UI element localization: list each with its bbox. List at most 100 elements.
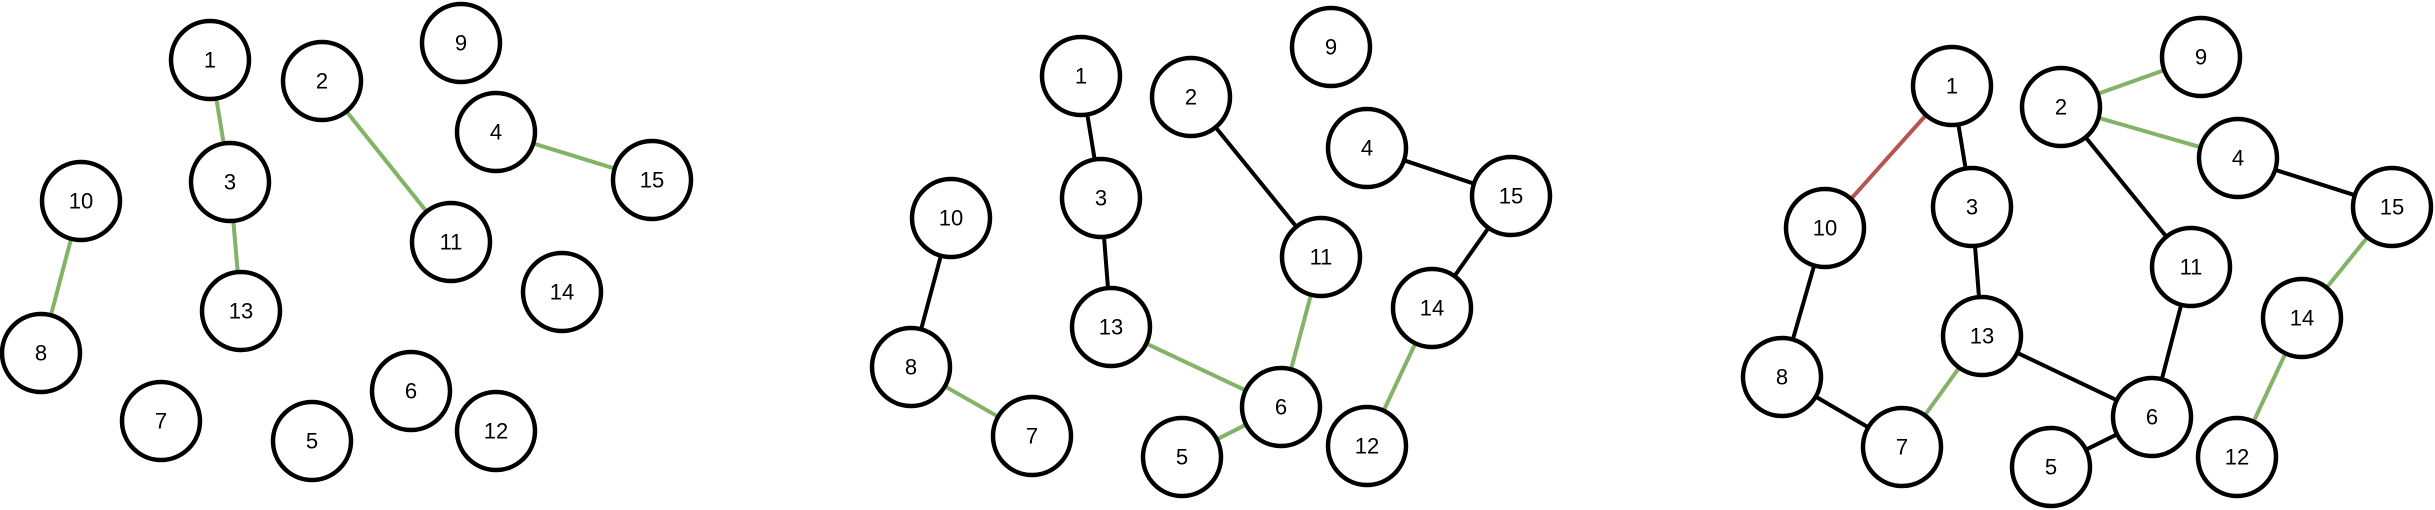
node-label: 5 [2045,455,2057,480]
node-13: 13 [199,269,283,353]
node-15: 15 [1469,154,1553,238]
node-label: 14 [550,280,574,305]
node-15: 15 [610,138,694,222]
node-label: 4 [490,120,502,145]
node-label: 13 [1970,324,1994,349]
edge-10-8 [48,236,74,318]
edge-2-11 [2083,135,2169,239]
node-9: 9 [419,1,503,85]
node-label: 11 [440,230,463,255]
node-label: 11 [1310,245,1333,270]
node-circle [1325,106,1409,190]
node-circle [2009,425,2093,509]
node-label: 15 [640,168,664,193]
edge-10-8 [1790,263,1817,342]
node-circle [1279,215,1363,299]
node-label: 8 [905,355,917,380]
node-circle [1930,165,2014,249]
node-5: 5 [2009,425,2093,509]
node-12: 12 [454,389,538,473]
edge-14-12 [2251,351,2288,424]
node-label: 1 [204,48,216,73]
edge-layer [919,112,1491,442]
node-circle [419,1,503,85]
edge-2-11 [344,109,429,214]
node-label: 1 [1075,64,1087,89]
node-label: 7 [1896,435,1908,460]
node-label: 8 [35,341,47,366]
node-circle [990,394,1074,478]
edge-2-11 [1213,125,1299,229]
node-circle [1783,186,1867,270]
edge-8-7 [1813,394,1871,430]
node-circle [2260,276,2344,360]
node-label: 12 [484,419,508,444]
node-circle [1860,405,1944,489]
node-label: 4 [2232,146,2244,171]
node-circle [1289,5,1373,89]
node-circle [1149,55,1233,139]
node-circle [188,140,272,224]
node-label: 4 [1361,136,1373,161]
node-13: 13 [1069,285,1153,369]
node-7: 7 [119,379,203,463]
node-circle [454,90,538,174]
node-label: 12 [1355,434,1379,459]
node-10: 10 [909,176,993,260]
node-4: 4 [2196,116,2280,200]
node-circle [1940,294,2024,378]
node-label: 5 [306,429,318,454]
node-label: 5 [1176,445,1188,470]
node-label: 14 [1420,296,1444,321]
node-1: 1 [1039,34,1123,118]
edge-layer [1790,68,2370,452]
edge-2-9 [2095,68,2167,96]
node-label: 6 [2146,405,2158,430]
node-5: 5 [270,399,354,483]
edge-1-3 [1956,122,1968,171]
edge-15-14 [2324,235,2370,290]
node-14: 14 [2260,276,2344,360]
edge-6-5 [2083,432,2120,452]
node-circle [454,389,538,473]
edge-4-15 [2273,167,2357,198]
node-circle [2110,375,2194,459]
edge-13-7 [1922,365,1962,418]
node-2: 2 [2019,65,2103,149]
node-label: 15 [1499,184,1523,209]
node-1: 1 [168,18,252,102]
node-circle [1069,285,1153,369]
node-circle [199,269,283,353]
node-7: 7 [990,394,1074,478]
edge-3-13 [231,218,240,275]
node-layer: 1 9 2 4 3 10 15 11 14 13 8 6 7 5 12 [1740,15,2434,509]
node-circle [1325,404,1409,488]
node-label: 9 [1325,35,1337,60]
node-6: 6 [1239,365,1323,449]
node-label: 13 [1099,315,1123,340]
node-6: 6 [2110,375,2194,459]
node-circle [0,311,83,395]
node-circle [869,325,953,409]
node-label: 6 [1275,395,1287,420]
node-circle [2195,415,2279,499]
node-label: 9 [2195,45,2207,70]
edge-layer [48,96,617,318]
node-15: 15 [2350,165,2434,249]
node-label: 2 [1185,85,1197,110]
node-14: 14 [1390,266,1474,350]
node-12: 12 [2195,415,2279,499]
edge-8-7 [942,384,1001,419]
node-circle [280,39,364,123]
node-label: 15 [2380,195,2404,220]
node-12: 12 [1325,404,1409,488]
edge-4-15 [531,141,617,171]
node-circle [909,176,993,260]
edge-14-12 [1381,341,1418,413]
node-8: 8 [869,325,953,409]
